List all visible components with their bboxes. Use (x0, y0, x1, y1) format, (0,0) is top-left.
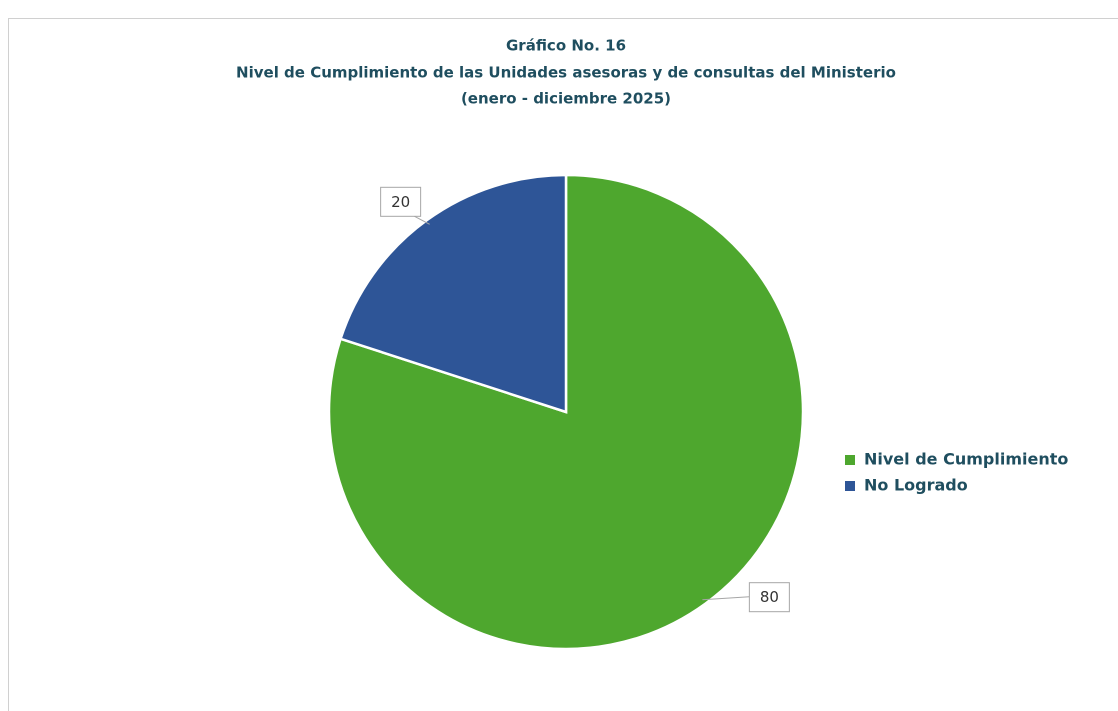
leader-line (702, 596, 750, 601)
pie-slice (339, 173, 568, 414)
data-label-box (380, 186, 422, 217)
chart-title: (enero - diciembre 2025) (461, 90, 671, 108)
legend-label: No Logrado (864, 476, 968, 495)
legend-label: Nivel de Cumplimiento (864, 450, 1068, 469)
data-label-box (748, 582, 790, 613)
data-label: 80 (760, 588, 779, 606)
legend-swatch (845, 481, 855, 491)
chart-title: Nivel de Cumplimiento de las Unidades as… (236, 64, 896, 82)
chart-title: Gráfico No. 16 (506, 37, 626, 55)
data-label: 20 (391, 193, 410, 211)
legend-swatch (845, 455, 855, 465)
